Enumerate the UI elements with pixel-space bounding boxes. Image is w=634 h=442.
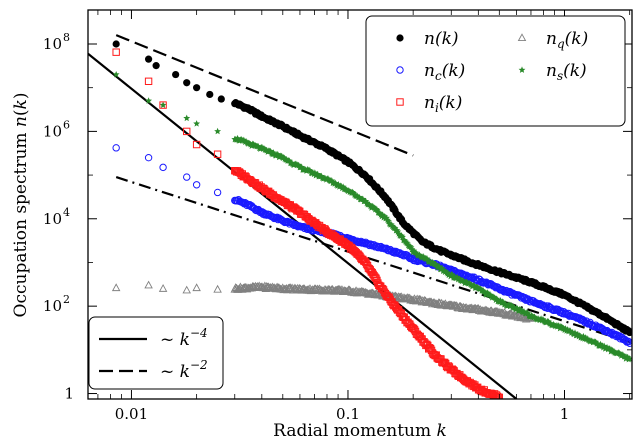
data-point bbox=[213, 150, 222, 158]
data-point bbox=[493, 392, 502, 399]
y-tick-exponent: 8 bbox=[63, 31, 70, 44]
y-tick-exponent: 4 bbox=[63, 206, 70, 219]
legend-marker bbox=[396, 34, 404, 42]
series-n-s-k- bbox=[112, 70, 632, 363]
data-point bbox=[217, 95, 225, 103]
legend-label: ~ k−4 bbox=[160, 326, 208, 350]
legend-label: n(k) bbox=[424, 29, 459, 49]
legend-marker bbox=[518, 66, 526, 73]
legend-box bbox=[365, 15, 626, 127]
data-point bbox=[183, 173, 191, 181]
y-tick-label: 1 bbox=[64, 385, 74, 403]
data-point bbox=[525, 296, 533, 304]
data-point bbox=[172, 70, 180, 79]
legend-marker bbox=[517, 33, 527, 42]
data-point bbox=[364, 240, 373, 248]
series-n-c-k- bbox=[112, 144, 632, 347]
data-point bbox=[193, 84, 201, 92]
x-tick-label: 1 bbox=[560, 405, 570, 423]
plot-frame bbox=[87, 9, 633, 400]
series-legend: n(k) nq(k) nc(k) ns(k) ni(k) bbox=[365, 15, 626, 127]
data-point bbox=[183, 114, 191, 122]
data-point bbox=[364, 289, 373, 298]
x-axis-label: Radial momentum k bbox=[273, 421, 447, 441]
data-point bbox=[152, 62, 160, 70]
legend-label: nq(k) bbox=[546, 29, 588, 51]
data-point bbox=[625, 339, 632, 347]
data-point bbox=[484, 307, 493, 315]
data-point bbox=[192, 283, 201, 292]
data-point bbox=[626, 328, 632, 337]
y-tick-label: 10 bbox=[43, 210, 62, 228]
x-axis-ticks: 0.01 0.1 1 bbox=[97, 10, 631, 423]
x-tick-label: 0.1 bbox=[336, 405, 360, 423]
reference-line-dashed bbox=[115, 34, 414, 157]
data-point bbox=[111, 283, 121, 292]
y-tick-exponent: 2 bbox=[63, 293, 70, 306]
data-point bbox=[214, 127, 222, 135]
data-point bbox=[213, 188, 222, 197]
data-point bbox=[626, 355, 632, 362]
y-tick-label: 10 bbox=[43, 297, 62, 315]
legend-label: ni(k) bbox=[424, 93, 462, 115]
reference-line-dashdot bbox=[115, 176, 631, 344]
data-point bbox=[182, 285, 191, 294]
data-point bbox=[183, 79, 191, 87]
legend-label: ns(k) bbox=[546, 61, 587, 83]
data-point bbox=[112, 48, 120, 56]
series-n-i-k- bbox=[112, 48, 504, 399]
data-point bbox=[159, 101, 167, 109]
legend-label: nc(k) bbox=[424, 61, 465, 83]
y-tick-label: 10 bbox=[43, 122, 62, 140]
data-point bbox=[112, 40, 120, 48]
y-tick-exponent: 6 bbox=[63, 118, 70, 131]
data-point bbox=[432, 299, 442, 308]
data-point bbox=[193, 120, 201, 127]
data-point bbox=[159, 163, 167, 172]
data-point bbox=[144, 77, 153, 86]
reference-line-legend: ~ k−4 ~ k−2 bbox=[88, 316, 224, 390]
data-point bbox=[213, 284, 222, 293]
data-point bbox=[192, 181, 201, 189]
data-point bbox=[159, 101, 167, 108]
series-n-k- bbox=[112, 40, 632, 337]
data-point bbox=[372, 274, 380, 282]
legend-marker bbox=[396, 66, 404, 74]
data-point bbox=[520, 295, 528, 303]
data-point bbox=[284, 218, 293, 227]
data-point bbox=[192, 140, 201, 149]
y-tick-label: 10 bbox=[43, 35, 62, 53]
legend-marker bbox=[396, 98, 404, 106]
data-point bbox=[183, 127, 191, 136]
x-tick-label: 0.01 bbox=[115, 405, 148, 423]
data-point bbox=[206, 90, 214, 99]
data-series bbox=[111, 40, 632, 399]
data-point bbox=[490, 282, 498, 290]
data-point bbox=[112, 70, 120, 78]
data-point bbox=[112, 144, 120, 152]
plot-area bbox=[88, 34, 632, 399]
data-point bbox=[158, 284, 168, 292]
legend-label: ~ k−2 bbox=[160, 358, 208, 382]
data-point bbox=[472, 276, 480, 284]
y-axis-label: Occupation spectrum n(k) bbox=[11, 93, 31, 318]
data-point bbox=[144, 280, 153, 289]
data-point bbox=[144, 55, 153, 63]
data-point bbox=[479, 306, 489, 315]
data-point bbox=[144, 153, 153, 162]
data-point bbox=[145, 97, 153, 104]
